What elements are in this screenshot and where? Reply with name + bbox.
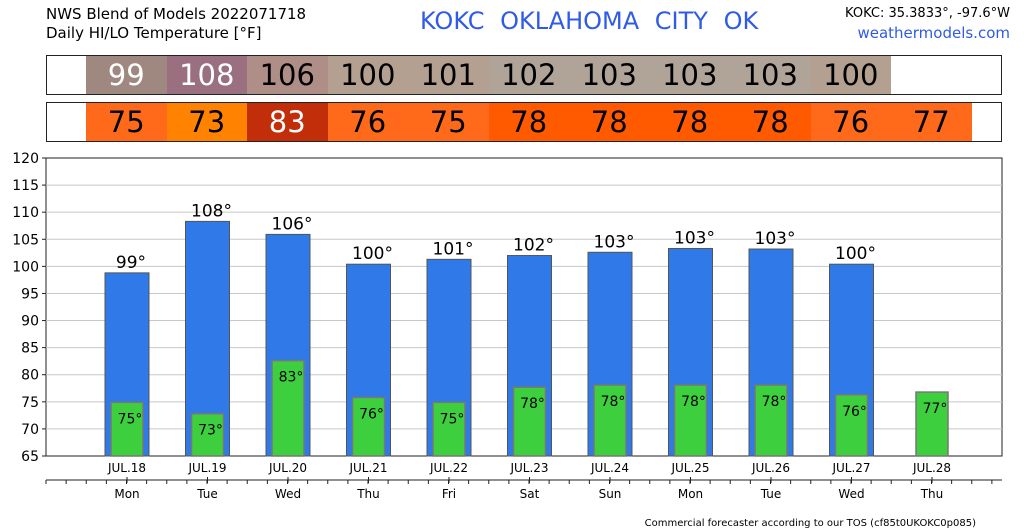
low-value-label: 78° — [681, 394, 706, 410]
high-value-label: 100° — [835, 244, 876, 264]
low-strip-cell-4: 75 — [408, 103, 489, 141]
x-date-label: JUL.23 — [509, 461, 548, 475]
low-value-label: 78° — [520, 396, 545, 412]
station-coordinates: KOKC: 35.3833°, -97.6°W — [845, 6, 1010, 21]
high-strip-cell-0: 99 — [86, 56, 167, 94]
x-weekday-label: Mon — [678, 487, 703, 501]
low-bar — [512, 386, 547, 457]
x-weekday-label: Wed — [275, 487, 301, 501]
site-link[interactable]: weathermodels.com — [857, 24, 1010, 42]
high-strip-cell-8: 103 — [730, 56, 811, 94]
low-strip-cell-5: 78 — [488, 103, 569, 141]
high-strip-cell-9: 100 — [810, 56, 891, 94]
chart-subtitle: Daily HI/LO Temperature [°F] — [46, 24, 262, 42]
x-weekday-label: Fri — [442, 487, 456, 501]
y-tick-label: 95 — [21, 286, 39, 302]
low-bar — [432, 401, 466, 457]
x-date-label: JUL.28 — [912, 461, 951, 475]
low-bar — [673, 384, 708, 457]
model-title: NWS Blend of Models 2022071718 — [46, 5, 307, 23]
x-weekday-label: Tue — [196, 487, 218, 501]
y-tick-label: 115 — [12, 178, 39, 194]
x-weekday-label: Thu — [356, 487, 380, 501]
high-strip-cell-5: 102 — [488, 56, 569, 94]
x-weekday-label: Sat — [520, 487, 540, 501]
x-weekday-label: Sun — [599, 487, 622, 501]
low-bar — [110, 401, 144, 457]
low-strip-cell-1: 73 — [166, 103, 247, 141]
y-tick-label: 90 — [21, 314, 39, 330]
x-weekday-label: Thu — [920, 487, 944, 501]
low-strip-cell-3: 76 — [327, 103, 408, 141]
high-value-label: 108° — [191, 201, 232, 221]
low-value-label: 78° — [762, 394, 787, 410]
low-bar — [834, 394, 869, 457]
low-strip-cell-0: 75 — [86, 103, 167, 141]
x-date-label: JUL.20 — [268, 461, 307, 475]
low-temperature-strip: 75 73 83 76 75 78 78 78 78 76 77 — [46, 102, 1002, 142]
high-value-label: 101° — [433, 239, 474, 259]
low-bar — [593, 384, 627, 457]
y-tick-label: 100 — [12, 259, 39, 275]
high-value-label: 106° — [272, 214, 313, 234]
high-value-label: 103° — [594, 232, 635, 252]
low-strip-cell-2: 83 — [247, 103, 328, 141]
y-tick-label: 85 — [21, 341, 39, 357]
low-strip-cell-6: 78 — [569, 103, 650, 141]
low-value-label: 73° — [198, 423, 223, 439]
y-tick-label: 70 — [21, 422, 39, 438]
y-tick-label: 120 — [12, 151, 39, 167]
high-value-label: 103° — [755, 229, 796, 249]
high-strip-cell-7: 103 — [649, 56, 730, 94]
low-strip-cell-9: 76 — [810, 103, 891, 141]
low-value-label: 83° — [279, 370, 304, 386]
y-tick-label: 75 — [21, 395, 39, 411]
low-value-label: 78° — [601, 394, 626, 410]
low-value-label: 76° — [359, 406, 384, 422]
low-bar — [351, 396, 386, 457]
low-bar — [271, 359, 305, 457]
y-tick-label: 105 — [12, 232, 39, 248]
x-date-label: JUL.18 — [107, 461, 146, 475]
x-date-label: JUL.22 — [429, 461, 468, 475]
low-value-label: 75° — [440, 411, 465, 427]
high-value-label: 99° — [116, 253, 146, 273]
low-strip-cell-8: 78 — [730, 103, 811, 141]
x-weekday-label: Wed — [838, 487, 864, 501]
x-date-label: JUL.27 — [831, 461, 870, 475]
y-tick-label: 65 — [21, 449, 39, 465]
high-value-label: 103° — [674, 228, 715, 248]
y-tick-label: 80 — [21, 368, 39, 384]
high-temperature-strip: 99 108 106 100 101 102 103 103 103 100 — [46, 55, 1002, 95]
x-weekday-label: Tue — [760, 487, 782, 501]
high-value-label: 102° — [513, 236, 554, 256]
high-strip-cell-4: 101 — [408, 56, 489, 94]
low-strip-cell-10: 77 — [891, 103, 972, 141]
high-value-label: 100° — [352, 244, 393, 264]
footer-note: Commercial forecaster according to our T… — [644, 518, 976, 529]
x-date-label: JUL.24 — [590, 461, 629, 475]
high-strip-cell-1: 108 — [166, 56, 247, 94]
station-title: KOKC OKLAHOMA CITY OK — [420, 7, 759, 35]
x-date-label: JUL.26 — [751, 461, 790, 475]
x-date-label: JUL.19 — [187, 461, 226, 475]
low-bar — [915, 391, 949, 457]
low-bar — [754, 384, 788, 457]
low-value-label: 76° — [842, 404, 867, 420]
x-weekday-label: Mon — [114, 487, 139, 501]
low-bar — [190, 412, 225, 457]
high-strip-cell-3: 100 — [327, 56, 408, 94]
high-strip-cell-6: 103 — [569, 56, 650, 94]
low-value-label: 75° — [118, 411, 143, 427]
x-date-label: JUL.21 — [348, 461, 387, 475]
low-value-label: 77° — [923, 401, 948, 417]
y-tick-label: 110 — [12, 205, 39, 221]
low-strip-cell-7: 78 — [649, 103, 730, 141]
high-strip-cell-2: 106 — [247, 56, 328, 94]
x-date-label: JUL.25 — [670, 461, 709, 475]
